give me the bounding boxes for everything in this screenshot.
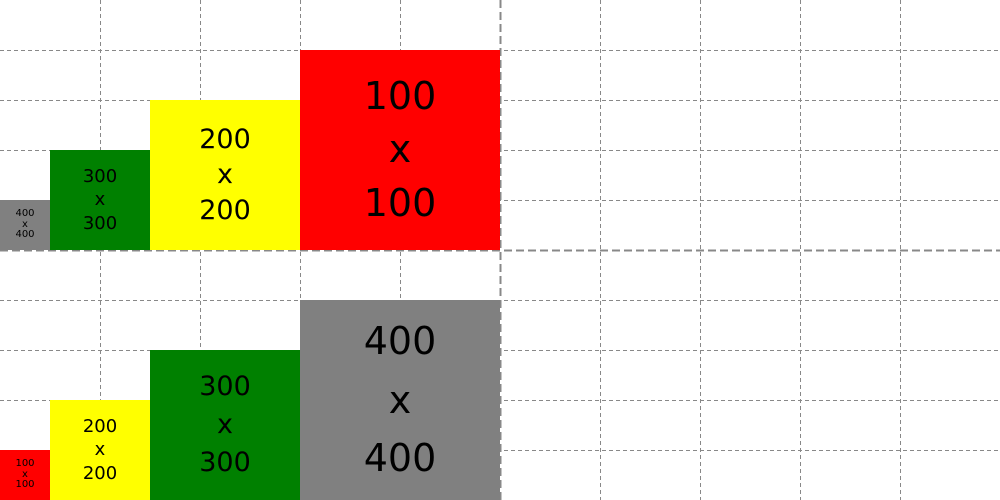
top-box-400: 400 x 400 xyxy=(0,200,50,250)
top-box-100: 100 x 100 xyxy=(300,50,500,250)
top-box-200-width: 200 xyxy=(199,124,251,156)
top-box-200-height: 200 xyxy=(199,194,251,226)
bottom-box-400: 400 x 400 xyxy=(300,300,500,500)
bottom-box-200-height: 200 xyxy=(82,462,118,484)
top-box-200: 200 x 200 xyxy=(150,100,300,250)
bottom-box-400-height: 400 xyxy=(363,436,437,481)
bottom-box-200-width: 200 xyxy=(82,415,118,437)
top-box-100-times: x xyxy=(388,127,412,172)
bottom-box-300-times: x xyxy=(217,409,233,441)
bottom-box-100-times: x xyxy=(22,468,28,480)
top-box-300: 300 x 300 xyxy=(50,150,150,250)
bottom-box-200-times: x xyxy=(94,439,106,461)
bottom-box-100: 100 x 100 xyxy=(0,450,50,500)
top-box-100-width: 100 xyxy=(363,74,437,119)
bottom-box-400-width: 400 xyxy=(363,318,437,363)
top-box-300-height: 300 xyxy=(82,212,118,234)
bottom-box-300: 300 x 300 xyxy=(150,350,300,500)
bottom-box-100-height: 100 xyxy=(15,479,35,491)
top-box-300-width: 300 xyxy=(82,165,118,187)
bottom-box-100-width: 100 xyxy=(15,458,35,470)
top-box-400-height: 400 xyxy=(15,229,35,241)
top-box-400-width: 400 xyxy=(15,208,35,220)
top-box-100-height: 100 xyxy=(363,180,437,225)
bottom-box-200: 200 x 200 xyxy=(50,400,150,500)
top-box-200-times: x xyxy=(217,159,233,191)
top-box-400-times: x xyxy=(22,218,28,230)
bottom-box-300-height: 300 xyxy=(199,446,251,478)
bottom-box-400-times: x xyxy=(388,377,412,422)
top-box-300-times: x xyxy=(94,189,106,211)
bottom-box-300-width: 300 xyxy=(199,371,251,403)
